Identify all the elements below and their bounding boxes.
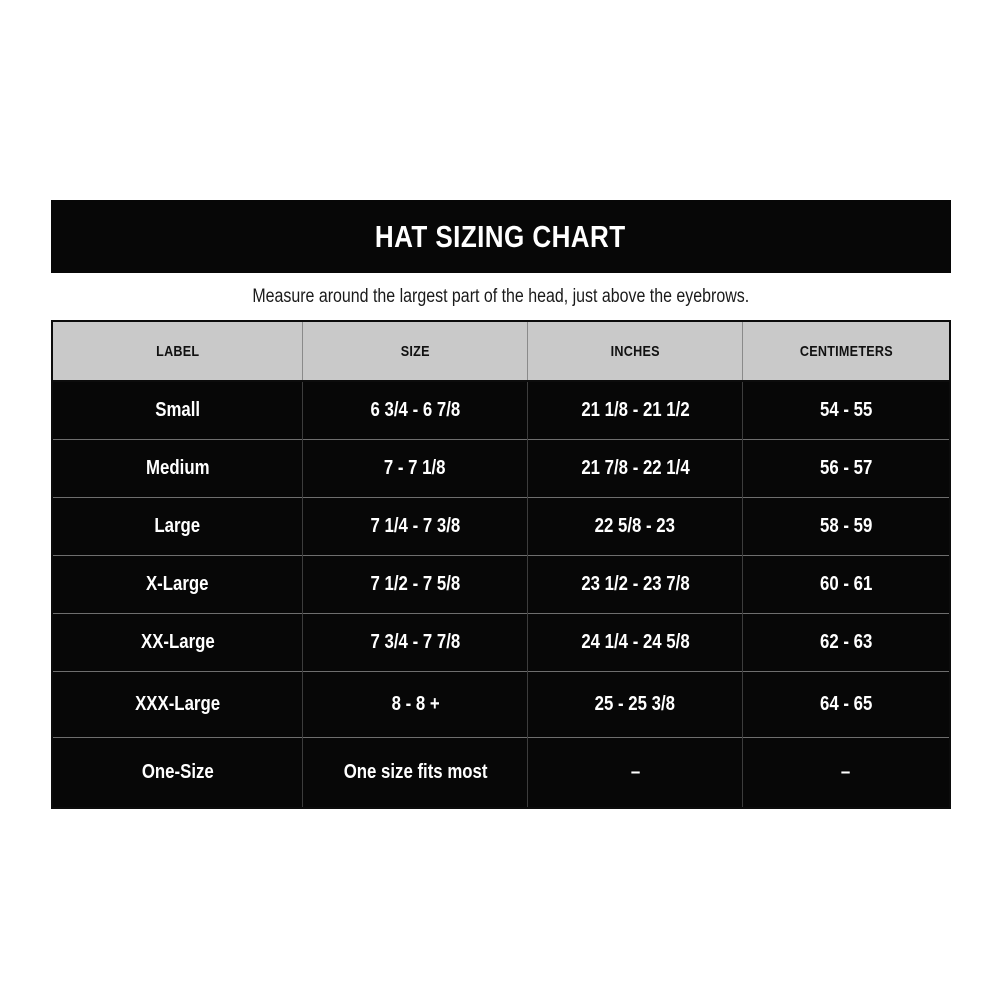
table-cell: 6 3/4 - 6 7/8 [302,381,528,440]
table-cell: XXX-Large [51,671,303,738]
table-cell: X-Large [51,555,303,614]
table-body: Small 6 3/4 - 6 7/8 21 1/8 - 21 1/2 54 - 55… [51,381,950,808]
measure-instructions: Measure around the largest part of the h… [51,273,951,320]
table-row: One-Size One size fits most – – [51,737,950,808]
column-header: CENTIMETERS [742,321,950,382]
measure-instructions-text: Measure around the largest part of the h… [252,285,749,307]
table-cell: One size fits most [302,737,528,808]
table-header: LABEL SIZE INCHES CENTIMETERS [51,321,950,382]
table-cell: – [742,737,950,808]
table-cell: 54 - 55 [742,381,950,440]
table-cell: Medium [51,439,303,498]
table-cell: 8 - 8 + [302,671,528,738]
table-cell: 21 1/8 - 21 1/2 [526,381,743,440]
table-cell: 7 1/4 - 7 3/8 [302,497,528,556]
table-cell: 64 - 65 [742,671,950,738]
table-cell: XX-Large [51,613,303,672]
table-cell: One-Size [51,737,303,808]
table-cell: 56 - 57 [742,439,950,498]
table-cell: 21 7/8 - 22 1/4 [526,439,743,498]
table-cell: – [526,737,743,808]
table-cell: 58 - 59 [742,497,950,556]
column-header: INCHES [526,321,743,382]
table-cell: 62 - 63 [742,613,950,672]
title-banner: HAT SIZING CHART [50,200,951,273]
table-cell: 23 1/2 - 23 7/8 [526,555,743,614]
header-row: LABEL SIZE INCHES CENTIMETERS [51,321,950,382]
table-cell: 24 1/4 - 24 5/8 [526,613,743,672]
table-cell: 7 3/4 - 7 7/8 [302,613,528,672]
column-header: SIZE [302,321,528,382]
table-row: XX-Large 7 3/4 - 7 7/8 24 1/4 - 24 5/8 62 -… [51,613,950,672]
table-row: XXX-Large 8 - 8 +25 - 25 3/8 64 - 65 [51,671,950,738]
table-cell: 7 1/2 - 7 5/8 [302,555,528,614]
table-cell: 25 - 25 3/8 [526,671,743,738]
table-cell: Small [51,381,303,440]
table-cell: 22 5/8 - 23 [526,497,743,556]
table-row: Small 6 3/4 - 6 7/8 21 1/8 - 21 1/2 54 - 55 [51,381,950,440]
table-cell: Large [51,497,303,556]
hat-sizing-table: LABEL SIZE INCHES CENTIMETERS Small 6 3/4 - … [50,320,951,809]
table-row: Medium 7 - 7 1/8 21 7/8 - 22 1/4 56 - 57 [51,439,950,498]
table-row: X-Large 7 1/2 - 7 5/8 23 1/2 - 23 7/8 60 - … [51,555,950,614]
column-header: LABEL [51,321,303,382]
page-title: HAT SIZING CHART [375,218,626,254]
table-cell: 60 - 61 [742,555,950,614]
table-cell: 7 - 7 1/8 [302,439,528,498]
page-container: HAT SIZING CHART Measure around the larg… [50,0,951,809]
table-row: Large 7 1/4 - 7 3/8 22 5/8 - 23 58 - 59 [51,497,950,556]
